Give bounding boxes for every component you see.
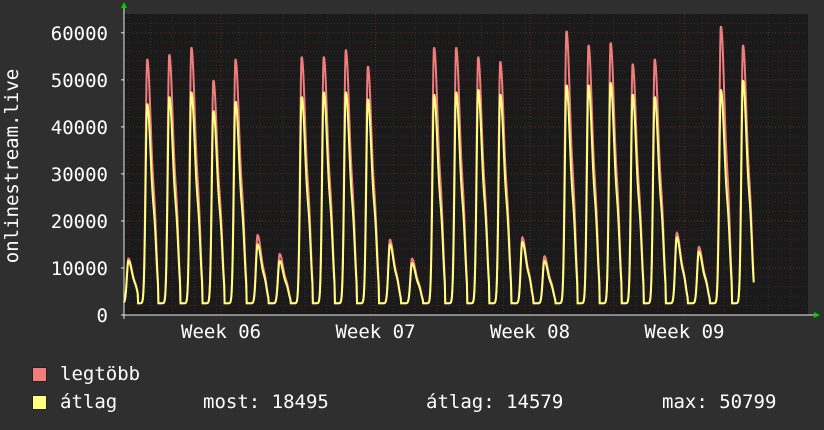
y-tick-label: 20000 bbox=[51, 211, 108, 233]
legend-label-avg: átlag bbox=[60, 391, 118, 413]
x-tick-label: Week 06 bbox=[181, 321, 261, 343]
y-tick-label: 40000 bbox=[51, 117, 108, 139]
y-tick-label: 10000 bbox=[51, 258, 108, 280]
y-tick-label: 60000 bbox=[51, 23, 108, 45]
y-tick-label: 0 bbox=[97, 305, 108, 327]
legend-swatch-avg bbox=[32, 395, 47, 410]
stat-average-value: 14579 bbox=[506, 391, 564, 413]
stat-maximum-value: 50799 bbox=[719, 391, 777, 413]
x-tick-label: Week 08 bbox=[490, 321, 570, 343]
x-tick-label: Week 07 bbox=[335, 321, 415, 343]
y-tick-label: 50000 bbox=[51, 70, 108, 92]
legend-swatch-max bbox=[32, 367, 47, 382]
stat-maximum: max: 50799 bbox=[662, 391, 776, 413]
y-tick-label: 30000 bbox=[51, 164, 108, 186]
traffic-chart: 0 10000 20000 30000 40000 50000 60000 Week 06 We… bbox=[1, 2, 820, 343]
y-axis-title: onlinestream.live bbox=[1, 69, 23, 263]
x-axis-arrow bbox=[814, 312, 820, 318]
stat-average-label: átlag: bbox=[426, 391, 495, 413]
y-axis-arrow bbox=[121, 2, 127, 8]
stat-maximum-label: max: bbox=[662, 391, 708, 413]
legend-label-max: legtöbb bbox=[60, 363, 141, 385]
stat-current: most: 18495 bbox=[203, 391, 329, 413]
stat-current-value: 18495 bbox=[271, 391, 329, 413]
x-tick-label: Week 09 bbox=[644, 321, 724, 343]
series-line-avg bbox=[123, 79, 755, 305]
stat-average: átlag: 14579 bbox=[426, 391, 563, 413]
stat-current-label: most: bbox=[203, 391, 261, 413]
